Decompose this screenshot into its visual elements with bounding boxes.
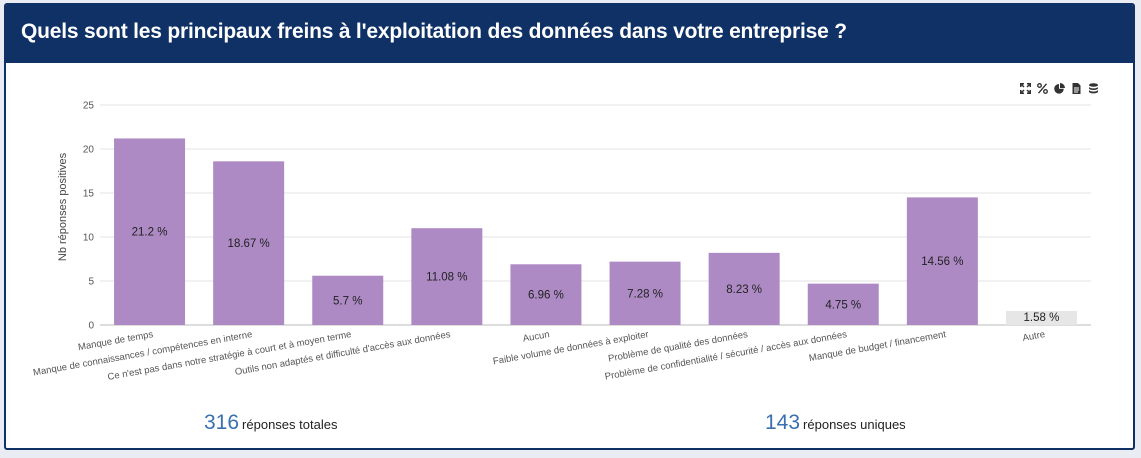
chart-card: Quels sont les principaux freins à l'exp…	[4, 3, 1135, 450]
y-tick-label: 10	[83, 233, 95, 244]
total-responses: 316 réponses totales	[204, 411, 337, 435]
bar	[114, 138, 186, 325]
y-tick-label: 20	[83, 145, 95, 156]
bar	[213, 161, 285, 325]
x-tick-label: Autre	[1022, 329, 1046, 344]
bar	[708, 252, 780, 325]
unique-responses-label: réponses uniques	[803, 417, 906, 432]
y-tick-label: 25	[83, 101, 95, 112]
total-responses-number: 316	[204, 411, 240, 434]
x-tick-label: Aucun	[522, 329, 550, 345]
bar	[510, 264, 582, 325]
data-label: 8.23 %	[726, 284, 762, 296]
expand-icon[interactable]	[1020, 83, 1031, 94]
chart-title: Quels sont les principaux freins à l'exp…	[21, 20, 847, 43]
y-tick-label: 5	[88, 277, 94, 288]
document-icon[interactable]	[1071, 83, 1082, 94]
data-label: 14.56 %	[921, 256, 963, 268]
data-label: 1.58 %	[1024, 312, 1060, 324]
data-label: 6.96 %	[528, 290, 564, 302]
total-responses-label: réponses totales	[242, 417, 338, 432]
y-axis-title: Nb réponses positives	[57, 152, 69, 261]
bar	[411, 228, 483, 325]
data-label: 5.7 %	[333, 295, 362, 307]
pie-chart-icon[interactable]	[1054, 83, 1065, 94]
bar	[1005, 310, 1077, 325]
y-tick-label: 0	[88, 321, 94, 332]
chart-toolbar	[1020, 83, 1099, 94]
bar	[609, 261, 681, 325]
bar	[807, 283, 879, 325]
bar	[906, 197, 978, 325]
data-label: 7.28 %	[627, 288, 663, 300]
y-tick-label: 15	[83, 189, 95, 200]
x-tick-label: Faible volume de données à exploiter	[492, 329, 649, 367]
data-label: 11.08 %	[426, 272, 467, 284]
data-label: 4.75 %	[825, 299, 861, 311]
percent-icon[interactable]	[1037, 83, 1048, 94]
bar	[312, 275, 384, 325]
unique-responses: 143 réponses uniques	[765, 411, 906, 435]
database-icon[interactable]	[1088, 83, 1099, 94]
data-label: 18.67 %	[228, 238, 270, 250]
card-header: Quels sont les principaux freins à l'exp…	[6, 5, 1133, 63]
unique-responses-number: 143	[765, 411, 801, 434]
data-label: 21.2 %	[132, 227, 168, 239]
